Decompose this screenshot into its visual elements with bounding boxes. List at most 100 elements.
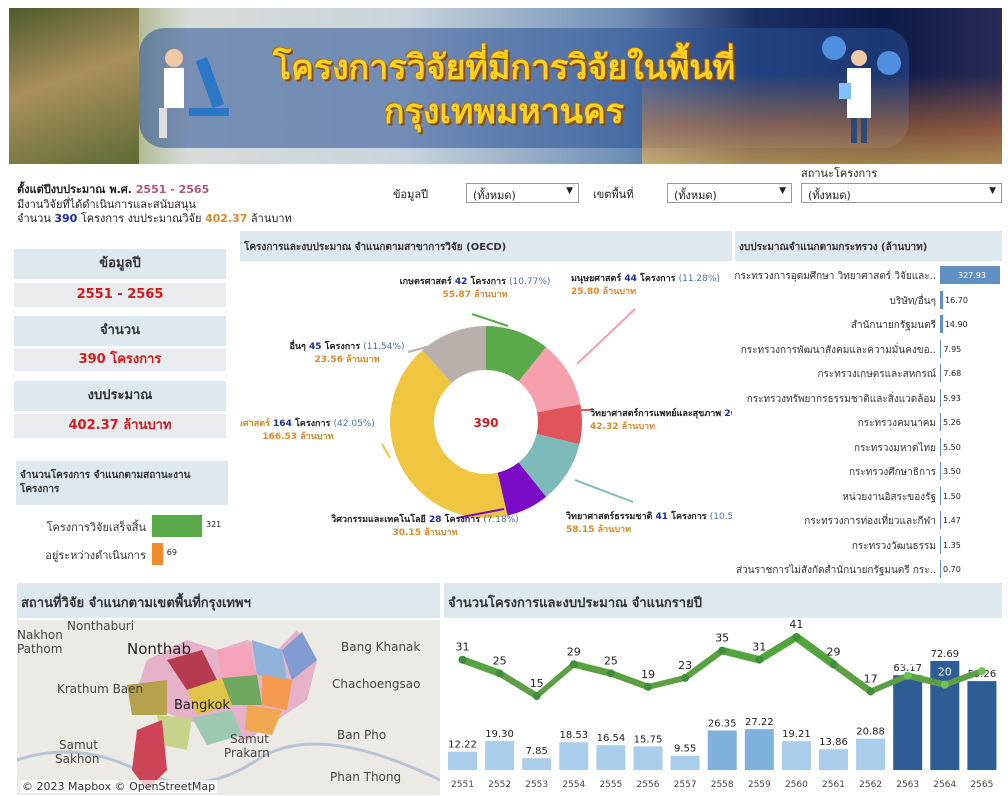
yearly-tick-label: 2552 [488, 780, 511, 790]
yearly-tick-label: 2558 [711, 780, 734, 790]
yearly-project-label: 17 [864, 672, 878, 685]
yearly-budget-label: 20.88 [856, 727, 885, 738]
ministry-bar[interactable] [940, 339, 942, 358]
yearly-budget-bar[interactable] [559, 742, 589, 770]
yearly-budget-bar[interactable] [893, 675, 923, 770]
yearly-project-label: 15 [530, 677, 544, 690]
ministry-bar[interactable] [940, 315, 943, 333]
chevron-down-icon: ▼ [779, 186, 786, 196]
yearly-project-point[interactable] [495, 669, 504, 678]
rice-field-image [9, 8, 139, 164]
donut-leader-line [381, 443, 391, 459]
donut-slice[interactable] [422, 326, 486, 384]
yearly-project-point[interactable] [829, 660, 838, 669]
yearly-budget-bar[interactable] [856, 738, 886, 770]
ministry-bar[interactable] [940, 560, 941, 578]
ministry-label: หน่วยงานอิสระของรัฐ [842, 491, 936, 503]
yearly-budget-label: 27.22 [745, 717, 774, 728]
ministry-value: 5.93 [943, 393, 961, 403]
donut-slice-budget: 25.80 ล้านบาท [571, 286, 636, 297]
yearly-project-line [904, 672, 948, 688]
ministry-bar[interactable] [940, 388, 942, 407]
ministry-bar[interactable] [940, 290, 944, 309]
yearly-project-line [496, 670, 540, 700]
budget-suffix: ล้านบาท [250, 212, 292, 225]
status-filter-select[interactable]: (ทั้งหมด) ▼ [801, 183, 1002, 203]
yearly-budget-bar[interactable] [448, 751, 477, 770]
ministry-bar[interactable] [940, 437, 941, 456]
yearly-budget-bar[interactable] [670, 755, 700, 770]
ministry-bar[interactable] [940, 413, 941, 431]
ministry-value: 5.50 [943, 442, 961, 452]
ministry-bar-chart: กระทรวงการอุดมศึกษา วิทยาศาสตร์ วิจัยและ… [734, 262, 1002, 578]
yearly-tick-label: 2551 [451, 780, 474, 790]
map-section-title: สถานที่วิจัย จำแนกตามเขตพื้นที่กรุงเทพฯ [17, 583, 440, 618]
yearly-project-point[interactable] [792, 633, 801, 642]
yearly-tick-label: 2563 [896, 780, 919, 790]
ministry-bar[interactable] [940, 486, 941, 505]
yearly-budget-label: 63.17 [893, 663, 922, 674]
yearly-project-point[interactable] [569, 660, 578, 669]
yearly-tick-label: 2562 [859, 780, 882, 790]
map-label: Pathom [17, 642, 63, 656]
ministry-bar[interactable] [940, 364, 942, 382]
bangkok-district-map[interactable]: Nonthaburi Nakhon Pathom Nonthab Bang Kh… [17, 620, 440, 795]
yearly-project-point[interactable] [532, 692, 541, 700]
ministry-section-title: งบประมาณจำแนกตามกระทรวง (ล้านบาท) [735, 231, 1002, 261]
yearly-project-point[interactable] [681, 673, 690, 682]
yearly-project-point[interactable] [606, 669, 615, 678]
ministry-bar[interactable] [940, 511, 941, 529]
status-filter-label: สถานะโครงการ [801, 167, 878, 180]
year-filter-select[interactable]: (ทั้งหมด) ▼ [466, 183, 579, 203]
ministry-value: 1.47 [943, 516, 961, 525]
status-bar[interactable] [152, 543, 163, 565]
yearly-combo-chart: 12.22 2551 19.30 2552 7.85 2553 18.53 2554 16.54… [448, 620, 997, 790]
yearly-budget-bar[interactable] [596, 745, 626, 770]
ministry-label: กระทรวงการอุดมศึกษา วิทยาศาสตร์ วิจัยและ… [734, 271, 936, 282]
donut-slice[interactable] [518, 434, 580, 497]
ministry-bar[interactable] [940, 462, 941, 480]
ministry-label: ส่วนราชการไม่สังกัดสำนักนายกรัฐมนตรี กระ… [735, 565, 936, 576]
ministry-bar[interactable] [940, 535, 941, 554]
ministry-label: บริษัท/อื่นๆ [889, 295, 936, 307]
yearly-budget-bar[interactable] [707, 730, 737, 770]
yearly-budget-bar[interactable] [781, 741, 811, 770]
donut-slice[interactable] [518, 347, 581, 413]
yearly-project-point[interactable] [755, 655, 764, 664]
kpi-budget-value: 402.37 ล้านบาท [14, 414, 226, 438]
count-suffix: โครงการ งบประมาณวิจัย [80, 212, 202, 225]
yearly-budget-bar[interactable] [744, 729, 774, 770]
area-filter-value: (ทั้งหมด) [674, 189, 717, 202]
banner-title-line2: กรุงเทพมหานคร [383, 92, 625, 132]
map-label: Prakarn [224, 746, 270, 760]
yearly-budget-bar[interactable] [522, 758, 552, 770]
yearly-project-line [718, 646, 764, 664]
yearly-project-point[interactable] [718, 646, 727, 655]
oecd-donut-chart: 390 เกษตรศาสตร์ 42 โครงการ (10.77%) 55.87 … [240, 272, 732, 538]
status-value: 321 [206, 520, 222, 529]
yearly-project-point[interactable] [866, 687, 875, 696]
status-filter-value: (ทั้งหมด) [808, 189, 851, 202]
status-bar[interactable] [152, 515, 202, 537]
yearly-budget-bar[interactable] [967, 681, 997, 770]
area-filter-select[interactable]: (ทั้งหมด) ▼ [667, 183, 792, 203]
count-value: 390 [54, 212, 78, 225]
donut-slice[interactable] [486, 326, 547, 382]
donut-slice[interactable] [497, 462, 547, 516]
yearly-project-point[interactable] [940, 680, 949, 689]
kpi-budget-title: งบประมาณ [14, 381, 226, 411]
donut-slice[interactable] [536, 404, 582, 445]
donut-slice[interactable] [390, 350, 508, 518]
yearly-project-point[interactable] [644, 682, 652, 691]
yearly-budget-bar[interactable] [485, 741, 515, 770]
yearly-tick-label: 2554 [562, 780, 585, 790]
yearly-project-point[interactable] [977, 667, 986, 676]
yearly-project-point[interactable] [903, 671, 912, 680]
ministry-bar[interactable] [940, 266, 1000, 284]
ministry-label: กระทรวงคมนาคม [857, 418, 936, 429]
yearly-budget-bar[interactable] [819, 749, 848, 770]
yearly-project-label: 24 [901, 657, 915, 670]
yearly-budget-bar[interactable] [633, 746, 663, 770]
banner-title-line1: โครงการวิจัยที่มีการวิจัยในพื้นที่ [272, 48, 736, 88]
yearly-project-point[interactable] [458, 655, 467, 664]
